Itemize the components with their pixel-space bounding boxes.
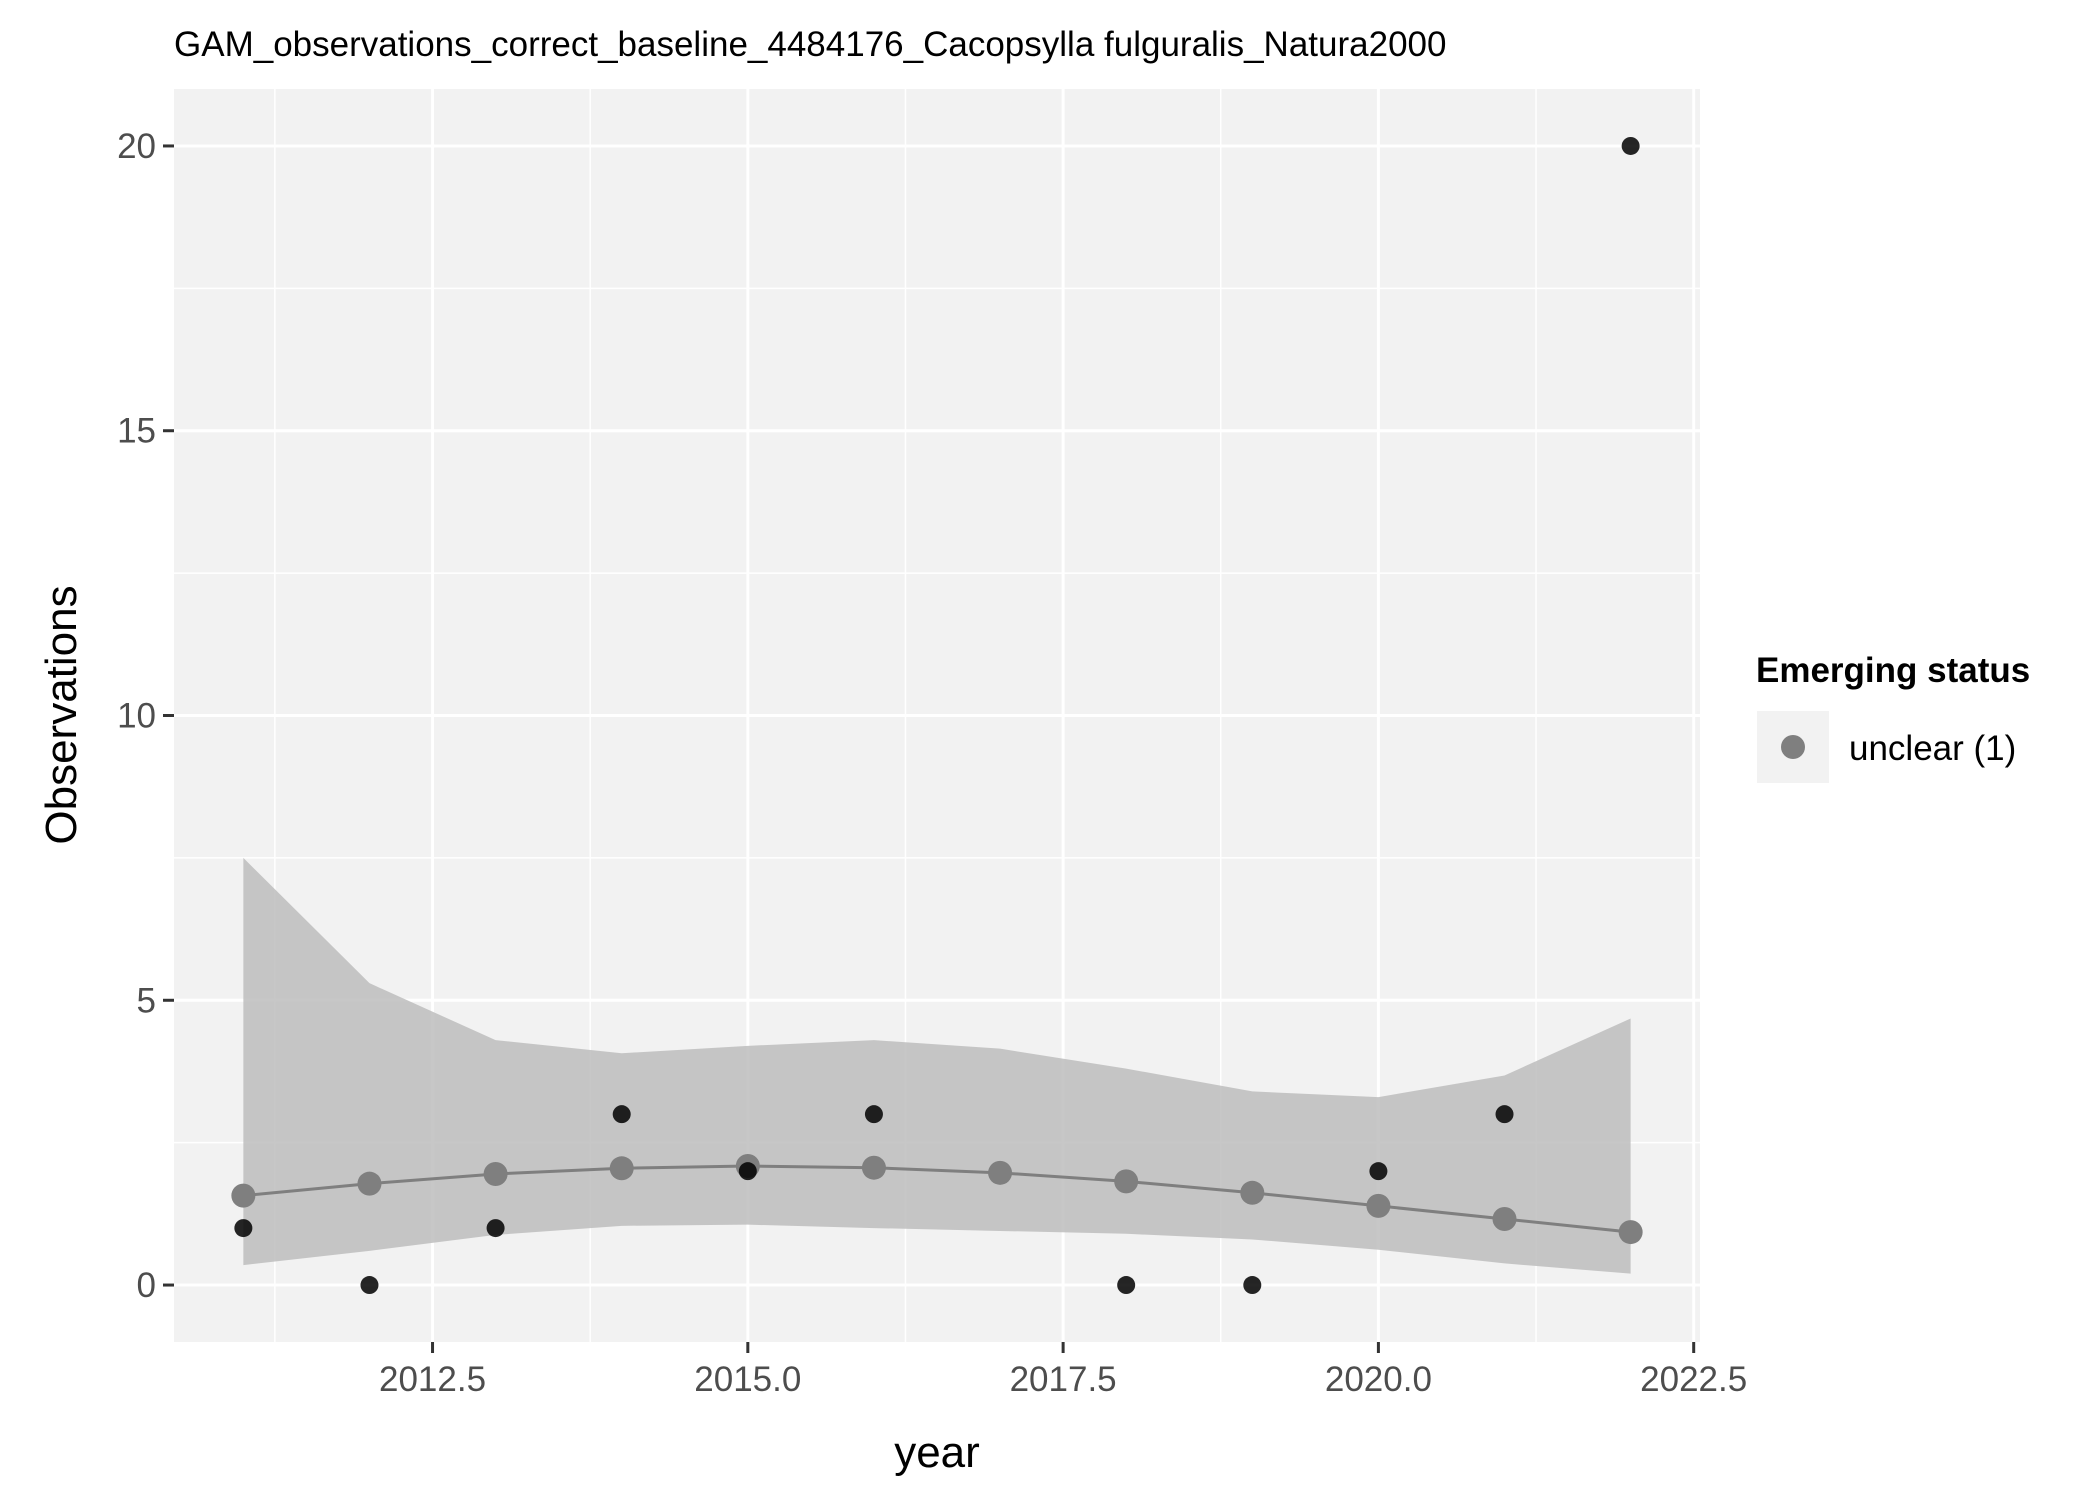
fit-point — [231, 1183, 256, 1208]
x-tick-label: 2015.0 — [694, 1360, 801, 1399]
y-axis: 0 5 10 15 20 — [117, 127, 174, 1305]
observed-point — [1369, 1162, 1388, 1181]
observed-point — [486, 1219, 505, 1238]
x-tick-label: 2012.5 — [379, 1360, 486, 1399]
observed-point — [1117, 1276, 1136, 1295]
observed-point — [864, 1105, 883, 1124]
x-tick-label: 2020.0 — [1325, 1360, 1432, 1399]
fit-point — [1114, 1169, 1139, 1194]
y-tick-label: 5 — [137, 981, 156, 1020]
x-tick-label: 2022.5 — [1640, 1360, 1747, 1399]
observed-point — [234, 1219, 253, 1238]
fit-point — [1366, 1193, 1391, 1218]
observed-point — [1243, 1276, 1262, 1295]
observed-points — [234, 136, 1640, 1295]
observed-point — [738, 1162, 757, 1181]
fit-point — [609, 1156, 634, 1181]
x-tick-label: 2017.5 — [1010, 1360, 1117, 1399]
x-axis: 2012.5 2015.0 2017.5 2020.0 2022.5 — [379, 1342, 1747, 1399]
chart-title: GAM_observations_correct_baseline_448417… — [174, 25, 1446, 64]
legend-entry-label: unclear (1) — [1849, 729, 2016, 768]
fit-point — [483, 1161, 508, 1186]
observed-point — [1621, 136, 1640, 155]
y-axis-label: Observations — [37, 585, 86, 844]
observed-point — [360, 1276, 379, 1295]
legend-key-marker — [1781, 735, 1805, 759]
gam-fit-points — [231, 1154, 1643, 1245]
fit-point — [357, 1171, 382, 1196]
observed-point — [1495, 1105, 1514, 1124]
fit-point — [1492, 1206, 1517, 1231]
fit-point — [861, 1155, 886, 1180]
legend: Emerging status unclear (1) — [1756, 651, 2030, 783]
fit-point — [1618, 1220, 1643, 1245]
x-axis-label: year — [894, 1428, 980, 1477]
fit-point — [1240, 1180, 1265, 1205]
y-tick-label: 10 — [117, 697, 156, 736]
y-tick-label: 20 — [117, 127, 156, 166]
gam-fit-line — [243, 1164, 1631, 1234]
y-tick-label: 15 — [117, 412, 156, 451]
legend-title: Emerging status — [1756, 651, 2030, 690]
observed-point — [612, 1105, 631, 1124]
fit-point — [988, 1160, 1013, 1185]
y-tick-label: 0 — [137, 1266, 156, 1305]
